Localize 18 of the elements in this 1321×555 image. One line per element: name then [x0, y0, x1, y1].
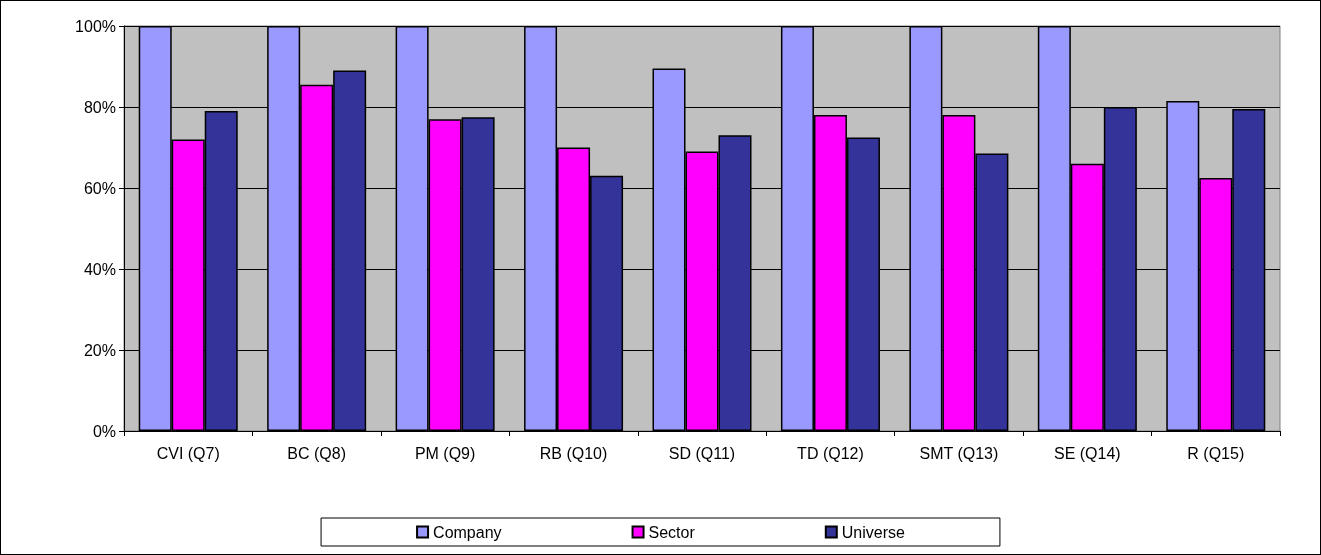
y-tick-label: 60%	[83, 179, 116, 197]
x-tick-label: TD (Q12)	[797, 444, 864, 462]
y-tick-label: 80%	[83, 98, 116, 116]
x-tick-label: SE (Q14)	[1053, 444, 1121, 462]
x-tick-label: BC (Q8)	[287, 444, 346, 462]
x-tick-label: RB (Q10)	[539, 444, 608, 462]
y-tick-label: 40%	[83, 260, 116, 278]
x-tick-label: CVI (Q7)	[156, 444, 220, 462]
x-tick-label: PM (Q9)	[414, 444, 476, 462]
legend-label: Universe	[841, 523, 906, 541]
x-tick-label: SMT (Q13)	[919, 444, 999, 462]
y-tick-label: 100%	[75, 17, 116, 35]
y-tick-label: 20%	[83, 341, 116, 359]
y-tick-label: 0%	[92, 422, 116, 440]
x-tick-label: SD (Q11)	[668, 444, 736, 462]
x-tick-label: R (Q15)	[1187, 444, 1245, 462]
legend-label: Company	[433, 523, 502, 541]
legend-label: Sector	[648, 523, 696, 541]
